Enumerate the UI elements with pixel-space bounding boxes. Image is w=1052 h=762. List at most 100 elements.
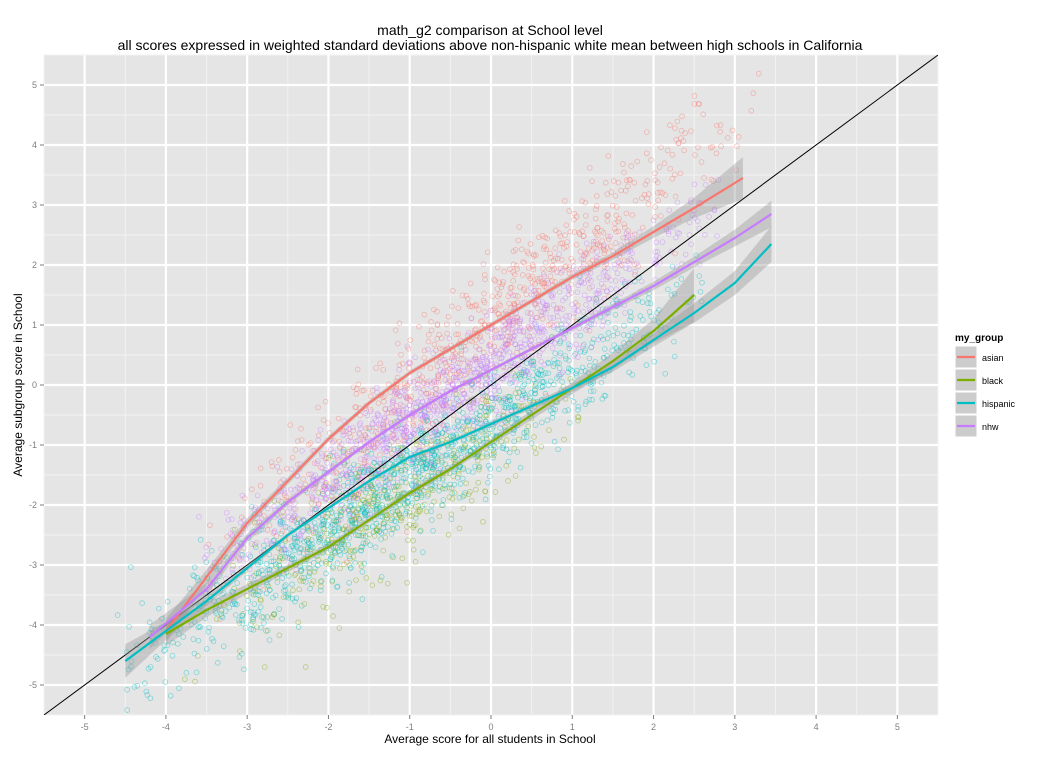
data-point-hispanic (448, 433, 454, 440)
data-point-hispanic (665, 286, 671, 293)
data-point-asian (568, 281, 574, 288)
data-point-asian (326, 430, 333, 436)
data-point-nhw (583, 327, 589, 333)
data-point-nhw (344, 450, 351, 457)
data-point-asian (443, 404, 450, 410)
data-point-hispanic (397, 445, 404, 451)
data-point-hispanic (412, 515, 419, 521)
data-point-nhw (503, 342, 509, 349)
data-point-nhw (351, 445, 357, 452)
data-point-hispanic (416, 469, 422, 476)
data-point-black (345, 506, 351, 513)
y-tick-label: -4 (29, 620, 37, 630)
data-point-nhw (483, 375, 490, 382)
data-point-black (363, 525, 370, 531)
data-point-asian (691, 101, 698, 107)
data-point-nhw (323, 470, 330, 477)
data-point-asian (559, 256, 565, 263)
data-point-black (337, 512, 344, 518)
data-point-hispanic (593, 296, 599, 302)
data-point-black (301, 601, 308, 607)
data-point-hispanic (604, 335, 611, 342)
data-point-nhw (547, 315, 554, 321)
data-point-hispanic (320, 490, 326, 497)
data-point-nhw (527, 342, 534, 349)
data-point-nhw (458, 377, 465, 383)
data-point-hispanic (164, 642, 171, 649)
data-point-black (332, 496, 339, 503)
data-point-hispanic (287, 526, 293, 532)
data-point-hispanic (364, 511, 371, 518)
data-point-hispanic (521, 430, 528, 436)
data-point-hispanic (162, 647, 168, 653)
data-point-hispanic (327, 523, 334, 530)
data-point-asian (455, 305, 462, 311)
data-point-nhw (327, 446, 334, 453)
data-point-asian (238, 514, 245, 521)
data-point-hispanic (250, 609, 257, 616)
data-point-nhw (538, 358, 545, 365)
data-point-nhw (330, 449, 337, 455)
data-point-nhw (423, 414, 429, 421)
data-point-hispanic (324, 537, 331, 544)
data-point-hispanic (358, 466, 364, 473)
data-point-hispanic (339, 539, 346, 546)
data-point-asian (355, 491, 362, 497)
data-point-asian (352, 509, 359, 516)
data-point-nhw (342, 466, 349, 473)
data-point-hispanic (589, 396, 595, 403)
data-point-black (503, 437, 510, 443)
data-point-hispanic (469, 381, 475, 388)
data-point-black (265, 583, 272, 590)
data-point-black (298, 568, 304, 574)
data-point-hispanic (402, 502, 408, 508)
data-point-hispanic (347, 518, 353, 524)
data-point-asian (563, 222, 570, 228)
data-point-asian (352, 404, 358, 410)
data-point-nhw (269, 540, 275, 547)
data-point-black (502, 423, 508, 430)
data-point-hispanic (539, 419, 545, 426)
data-point-nhw (333, 479, 340, 485)
data-point-hispanic (375, 497, 381, 503)
data-point-hispanic (306, 561, 313, 568)
data-point-asian (625, 232, 631, 239)
data-point-black (443, 432, 449, 438)
data-point-nhw (396, 450, 402, 457)
data-point-asian (579, 198, 586, 204)
data-point-hispanic (380, 520, 387, 527)
data-point-asian (355, 462, 361, 469)
data-point-nhw (571, 353, 577, 359)
data-point-black (341, 561, 347, 568)
data-point-hispanic (517, 464, 524, 471)
data-point-asian (319, 488, 326, 494)
data-point-hispanic (628, 336, 634, 343)
data-point-hispanic (590, 380, 596, 386)
data-point-nhw (401, 440, 408, 447)
data-point-hispanic (264, 567, 271, 573)
data-point-hispanic (294, 519, 301, 526)
data-point-hispanic (545, 360, 552, 367)
data-point-asian (323, 480, 330, 486)
data-point-hispanic (473, 454, 479, 460)
data-point-asian (568, 290, 575, 296)
data-point-nhw (591, 321, 597, 328)
data-point-hispanic (197, 624, 204, 630)
data-point-black (347, 548, 353, 554)
data-point-hispanic (534, 374, 540, 381)
data-point-hispanic (352, 520, 359, 527)
data-point-hispanic (147, 695, 154, 702)
data-point-black (240, 611, 247, 617)
data-point-hispanic (345, 479, 351, 486)
data-point-asian (593, 238, 599, 245)
data-point-nhw (400, 407, 407, 413)
data-point-hispanic (620, 332, 627, 338)
data-point-nhw (268, 540, 275, 547)
data-point-hispanic (518, 369, 525, 376)
data-point-nhw (539, 329, 545, 336)
data-point-hispanic (374, 494, 381, 500)
data-point-black (353, 509, 360, 516)
data-point-nhw (515, 362, 521, 368)
data-point-hispanic (537, 366, 543, 373)
data-point-nhw (670, 224, 677, 231)
